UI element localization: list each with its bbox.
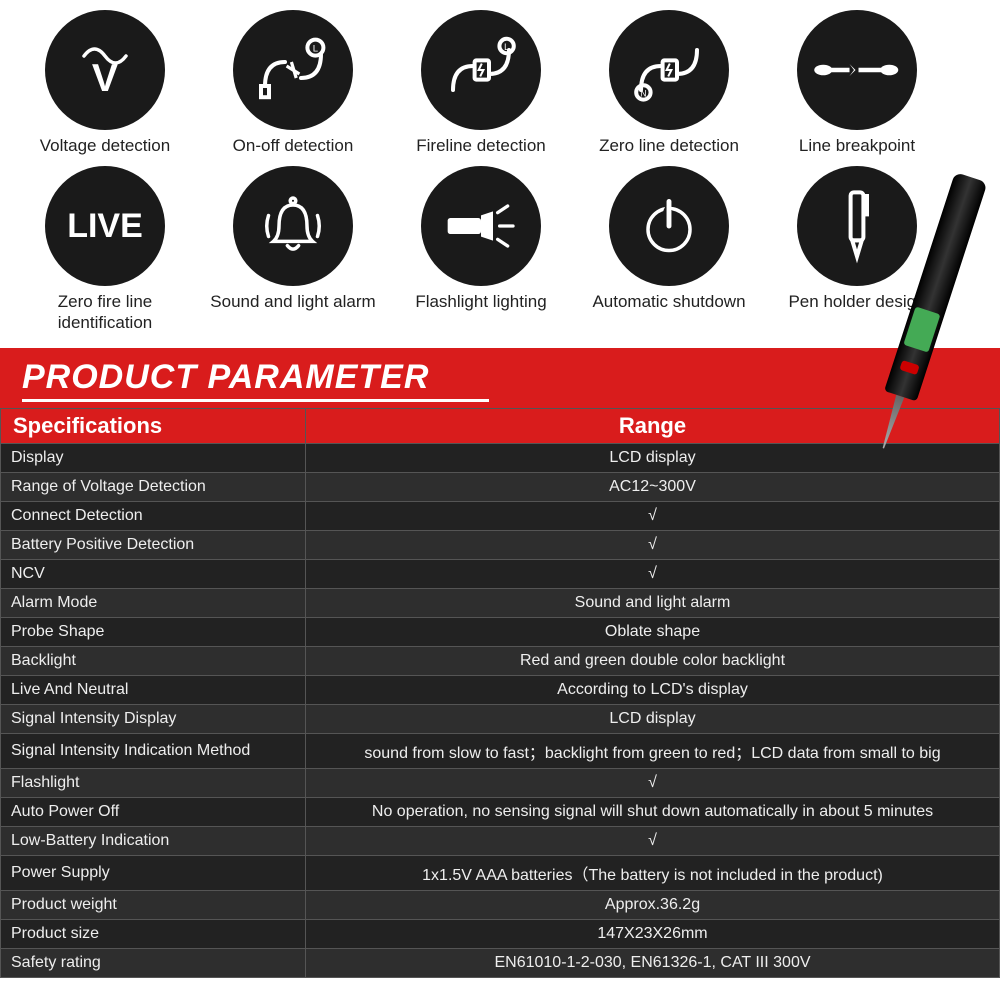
zeroline-icon: N: [609, 10, 729, 130]
flashlight-icon: [421, 166, 541, 286]
spec-table: Specifications Range DisplayLCD displayR…: [0, 408, 1000, 978]
table-row: BacklightRed and green double color back…: [1, 647, 1000, 676]
value-cell: √: [306, 531, 1000, 560]
table-row: Product weightApprox.36.2g: [1, 891, 1000, 920]
alarm-icon: [233, 166, 353, 286]
spec-cell: Safety rating: [1, 949, 306, 978]
value-cell: sound from slow to fast；backlight from g…: [306, 734, 1000, 769]
feature-row-2: LIVE Zero fire line identification Sound…: [20, 166, 980, 333]
spec-cell: Product size: [1, 920, 306, 949]
th-spec: Specifications: [1, 409, 306, 444]
live-icon: LIVE: [45, 166, 165, 286]
spec-cell: Live And Neutral: [1, 676, 306, 705]
value-cell: √: [306, 827, 1000, 856]
value-cell: √: [306, 560, 1000, 589]
spec-cell: Low-Battery Indication: [1, 827, 306, 856]
features-grid: V Voltage detectionL On-off detectionL F…: [0, 0, 1000, 348]
value-cell: 1x1.5V AAA batteries（The battery is not …: [306, 856, 1000, 891]
table-row: Safety ratingEN61010-1-2-030, EN61326-1,…: [1, 949, 1000, 978]
feature-label: Zero line detection: [599, 136, 739, 156]
spec-cell: Signal Intensity Display: [1, 705, 306, 734]
svg-text:L: L: [313, 44, 319, 55]
table-row: Battery Positive Detection√: [1, 531, 1000, 560]
feature-row-1: V Voltage detectionL On-off detectionL F…: [20, 10, 980, 156]
feature-fireline: L Fireline detection: [396, 10, 566, 156]
feature-label: Sound and light alarm: [210, 292, 375, 312]
banner-title: PRODUCT PARAMETER: [22, 358, 489, 402]
spec-cell: NCV: [1, 560, 306, 589]
voltage-icon: V: [45, 10, 165, 130]
feature-voltage: V Voltage detection: [20, 10, 190, 156]
feature-label: Fireline detection: [416, 136, 545, 156]
value-cell: LCD display: [306, 705, 1000, 734]
onoff-icon: L: [233, 10, 353, 130]
value-cell: Approx.36.2g: [306, 891, 1000, 920]
table-row: Range of Voltage DetectionAC12~300V: [1, 473, 1000, 502]
spec-tbody: Display LCD display Range of Voltage Detec…: [1, 444, 1000, 978]
table-row: Product size147X23X26mm: [1, 920, 1000, 949]
fireline-icon: L: [421, 10, 541, 130]
feature-alarm: Sound and light alarm: [208, 166, 378, 333]
spec-cell: Range of Voltage Detection: [1, 473, 306, 502]
table-row: Live And NeutralAccording to LCD's displ…: [1, 676, 1000, 705]
table-row: Auto Power OffNo operation, no sensing s…: [1, 798, 1000, 827]
feature-label: On-off detection: [233, 136, 354, 156]
table-row: NCV√: [1, 560, 1000, 589]
spec-cell: Probe Shape: [1, 618, 306, 647]
value-cell: Red and green double color backlight: [306, 647, 1000, 676]
feature-breakpoint: Line breakpoint: [772, 10, 942, 156]
table-row: Power Supply1x1.5V AAA batteries（The bat…: [1, 856, 1000, 891]
spec-cell: Signal Intensity Indication Method: [1, 734, 306, 769]
spec-cell: Connect Detection: [1, 502, 306, 531]
value-cell: √: [306, 502, 1000, 531]
value-cell: Sound and light alarm: [306, 589, 1000, 618]
spec-cell: Battery Positive Detection: [1, 531, 306, 560]
feature-shutdown: Automatic shutdown: [584, 166, 754, 333]
feature-label: Flashlight lighting: [415, 292, 546, 312]
spec-cell: Display: [1, 444, 306, 473]
feature-flashlight: Flashlight lighting: [396, 166, 566, 333]
feature-live: LIVE Zero fire line identification: [20, 166, 190, 333]
feature-label: Automatic shutdown: [592, 292, 745, 312]
svg-text:LIVE: LIVE: [67, 207, 143, 245]
table-row: Probe ShapeOblate shape: [1, 618, 1000, 647]
value-cell: AC12~300V: [306, 473, 1000, 502]
feature-label: Line breakpoint: [799, 136, 915, 156]
spec-cell: Product weight: [1, 891, 306, 920]
value-cell: EN61010-1-2-030, EN61326-1, CAT III 300V: [306, 949, 1000, 978]
feature-label: Zero fire line identification: [20, 292, 190, 333]
spec-cell: Flashlight: [1, 769, 306, 798]
value-cell: According to LCD's display: [306, 676, 1000, 705]
spec-cell: Auto Power Off: [1, 798, 306, 827]
spec-cell: Alarm Mode: [1, 589, 306, 618]
table-row: Low-Battery Indication√: [1, 827, 1000, 856]
value-cell: Oblate shape: [306, 618, 1000, 647]
table-row: Signal Intensity Indication Methodsound …: [1, 734, 1000, 769]
value-cell: No operation, no sensing signal will shu…: [306, 798, 1000, 827]
banner: PRODUCT PARAMETER: [0, 348, 1000, 408]
spec-cell: Backlight: [1, 647, 306, 676]
value-cell: 147X23X26mm: [306, 920, 1000, 949]
table-row: Signal Intensity DisplayLCD display: [1, 705, 1000, 734]
svg-text:N: N: [640, 88, 646, 98]
value-cell: √: [306, 769, 1000, 798]
feature-zeroline: N Zero line detection: [584, 10, 754, 156]
shutdown-icon: [609, 166, 729, 286]
table-row: Connect Detection√: [1, 502, 1000, 531]
svg-text:V: V: [92, 57, 118, 100]
table-row: Alarm ModeSound and light alarm: [1, 589, 1000, 618]
breakpoint-icon: [797, 10, 917, 130]
table-row: Flashlight√: [1, 769, 1000, 798]
svg-text:L: L: [504, 42, 509, 52]
feature-label: Voltage detection: [40, 136, 170, 156]
feature-onoff: L On-off detection: [208, 10, 378, 156]
spec-cell: Power Supply: [1, 856, 306, 891]
